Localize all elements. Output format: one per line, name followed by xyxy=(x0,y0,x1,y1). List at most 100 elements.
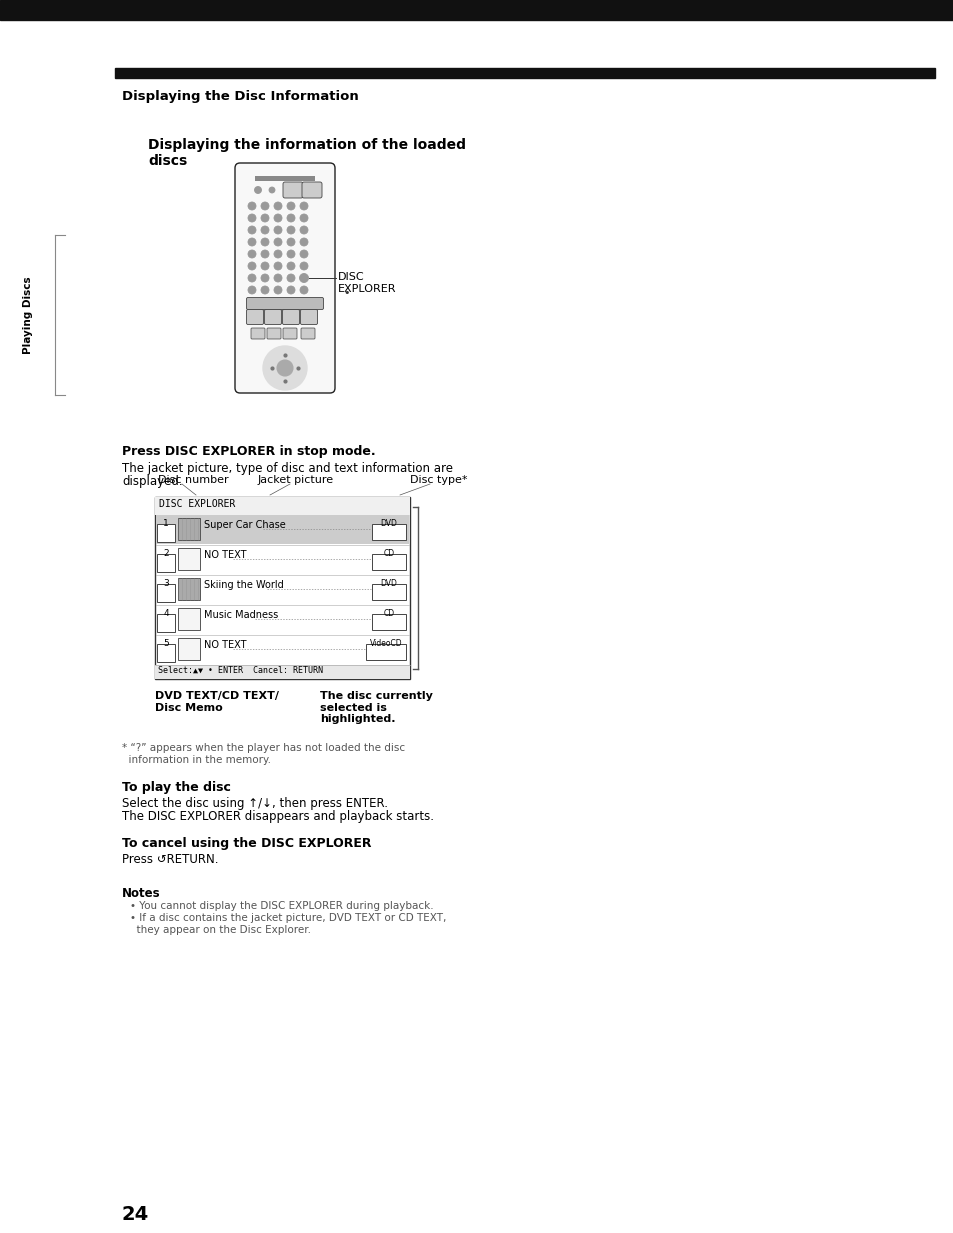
FancyBboxPatch shape xyxy=(234,163,335,393)
Bar xyxy=(254,176,314,181)
FancyBboxPatch shape xyxy=(157,644,174,662)
Circle shape xyxy=(274,250,282,258)
FancyBboxPatch shape xyxy=(300,309,317,324)
Circle shape xyxy=(248,238,255,247)
Text: 24: 24 xyxy=(122,1205,149,1224)
Circle shape xyxy=(261,202,269,210)
Circle shape xyxy=(299,286,308,293)
Circle shape xyxy=(261,250,269,258)
Circle shape xyxy=(287,215,294,222)
Text: Notes: Notes xyxy=(122,887,160,900)
Circle shape xyxy=(248,215,255,222)
Circle shape xyxy=(274,226,282,234)
FancyBboxPatch shape xyxy=(246,297,323,309)
Text: Super Car Chase: Super Car Chase xyxy=(204,520,286,530)
Text: Displaying the Disc Information: Displaying the Disc Information xyxy=(122,90,358,104)
Text: The DISC EXPLORER disappears and playback starts.: The DISC EXPLORER disappears and playbac… xyxy=(122,810,434,822)
Text: information in the memory.: information in the memory. xyxy=(122,755,271,764)
Text: CD: CD xyxy=(383,549,395,559)
Circle shape xyxy=(261,226,269,234)
Circle shape xyxy=(299,215,308,222)
FancyBboxPatch shape xyxy=(283,182,303,199)
Bar xyxy=(178,578,200,600)
Circle shape xyxy=(276,360,293,376)
Circle shape xyxy=(274,286,282,293)
Bar xyxy=(0,0,953,20)
FancyBboxPatch shape xyxy=(157,554,174,572)
Text: Displaying the information of the loaded
discs: Displaying the information of the loaded… xyxy=(148,138,465,168)
Text: DVD: DVD xyxy=(380,519,397,528)
Circle shape xyxy=(248,261,255,270)
FancyBboxPatch shape xyxy=(251,328,265,339)
FancyBboxPatch shape xyxy=(264,309,281,324)
Circle shape xyxy=(299,261,308,270)
Text: * “?” appears when the player has not loaded the disc: * “?” appears when the player has not lo… xyxy=(122,743,405,753)
Circle shape xyxy=(248,202,255,210)
Text: VideoCD: VideoCD xyxy=(370,639,402,649)
Text: Jacket picture: Jacket picture xyxy=(257,475,334,485)
Text: Playing Discs: Playing Discs xyxy=(23,276,33,354)
FancyBboxPatch shape xyxy=(283,328,296,339)
FancyBboxPatch shape xyxy=(157,524,174,543)
Text: •: • xyxy=(343,289,349,298)
FancyBboxPatch shape xyxy=(372,584,406,600)
Text: NO TEXT: NO TEXT xyxy=(204,550,246,560)
Circle shape xyxy=(274,274,282,282)
Text: they appear on the Disc Explorer.: they appear on the Disc Explorer. xyxy=(130,925,311,935)
Circle shape xyxy=(287,226,294,234)
Circle shape xyxy=(299,238,308,247)
Text: Press DISC EXPLORER in stop mode.: Press DISC EXPLORER in stop mode. xyxy=(122,445,375,457)
Text: Select:▲▼ • ENTER  Cancel: RETURN: Select:▲▼ • ENTER Cancel: RETURN xyxy=(158,666,323,674)
Circle shape xyxy=(248,250,255,258)
Text: DISC EXPLORER: DISC EXPLORER xyxy=(159,499,235,509)
Bar xyxy=(156,515,409,544)
Circle shape xyxy=(287,250,294,258)
Text: Music Madness: Music Madness xyxy=(204,610,278,620)
Circle shape xyxy=(261,274,269,282)
Bar xyxy=(178,637,200,660)
Circle shape xyxy=(274,202,282,210)
Bar xyxy=(154,497,410,679)
Text: To play the disc: To play the disc xyxy=(122,780,231,794)
Circle shape xyxy=(274,215,282,222)
Text: 5: 5 xyxy=(163,639,169,649)
Text: DISC
EXPLORER: DISC EXPLORER xyxy=(337,272,396,293)
FancyBboxPatch shape xyxy=(366,644,406,660)
FancyBboxPatch shape xyxy=(302,182,322,199)
Circle shape xyxy=(274,238,282,247)
Text: DVD: DVD xyxy=(380,580,397,588)
Circle shape xyxy=(287,238,294,247)
Bar xyxy=(115,68,934,78)
Text: Disc type*: Disc type* xyxy=(410,475,467,485)
Text: The jacket picture, type of disc and text information are: The jacket picture, type of disc and tex… xyxy=(122,462,453,475)
Circle shape xyxy=(248,286,255,293)
FancyBboxPatch shape xyxy=(301,328,314,339)
Bar xyxy=(178,608,200,630)
Circle shape xyxy=(261,215,269,222)
Bar xyxy=(178,518,200,540)
Circle shape xyxy=(254,186,261,194)
Bar xyxy=(154,665,410,679)
Circle shape xyxy=(287,286,294,293)
Text: Disc number: Disc number xyxy=(158,475,229,485)
Text: NO TEXT: NO TEXT xyxy=(204,640,246,650)
FancyBboxPatch shape xyxy=(246,309,263,324)
Text: Press ↺RETURN.: Press ↺RETURN. xyxy=(122,853,218,866)
Circle shape xyxy=(299,202,308,210)
Circle shape xyxy=(274,261,282,270)
Text: 2: 2 xyxy=(163,549,169,559)
FancyBboxPatch shape xyxy=(372,554,406,570)
Circle shape xyxy=(287,274,294,282)
Text: • You cannot display the DISC EXPLORER during playback.: • You cannot display the DISC EXPLORER d… xyxy=(130,901,434,911)
Circle shape xyxy=(248,226,255,234)
FancyBboxPatch shape xyxy=(372,614,406,630)
Text: Select the disc using ↑/↓, then press ENTER.: Select the disc using ↑/↓, then press EN… xyxy=(122,797,388,810)
Circle shape xyxy=(261,286,269,293)
FancyBboxPatch shape xyxy=(282,309,299,324)
Text: • If a disc contains the jacket picture, DVD TEXT or CD TEXT,: • If a disc contains the jacket picture,… xyxy=(130,912,446,924)
Circle shape xyxy=(263,346,307,390)
FancyBboxPatch shape xyxy=(372,524,406,540)
Text: 4: 4 xyxy=(163,609,169,618)
Text: To cancel using the DISC EXPLORER: To cancel using the DISC EXPLORER xyxy=(122,837,371,850)
Text: displayed.: displayed. xyxy=(122,475,182,488)
